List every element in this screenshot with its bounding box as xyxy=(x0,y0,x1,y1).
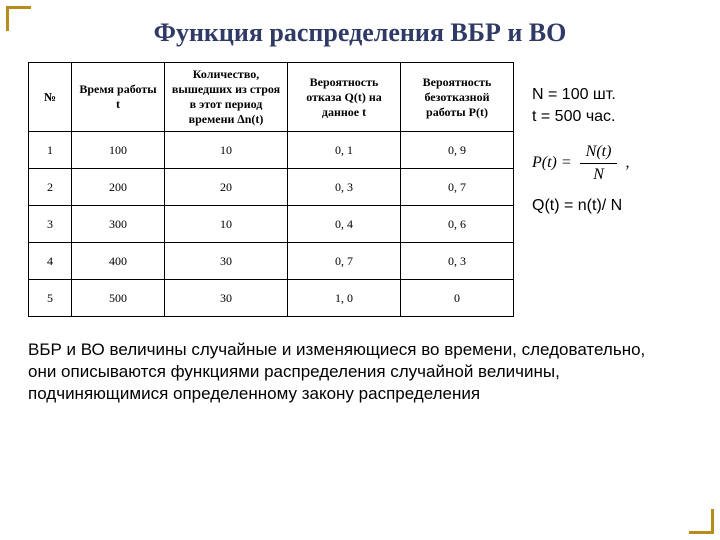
cell: 0, 3 xyxy=(401,243,514,280)
side-panel: N = 100 шт. t = 500 час. P(t) = N(t) N ,… xyxy=(532,62,629,217)
cell: 30 xyxy=(165,280,288,317)
slide-title: Функция распределения ВБР и ВО xyxy=(28,18,692,48)
distribution-table: № Время работы t Количество, вышедших из… xyxy=(28,62,514,317)
formula-pt-den: N xyxy=(580,164,618,186)
col-header-p: Вероятность безотказной работы P(t) xyxy=(401,63,514,132)
corner-decoration-br xyxy=(689,509,714,534)
cell: 400 xyxy=(72,243,165,280)
cell: 1, 0 xyxy=(288,280,401,317)
cell: 0, 1 xyxy=(288,132,401,169)
cell: 2 xyxy=(29,169,72,206)
table-row: 3 300 10 0, 4 0, 6 xyxy=(29,206,514,243)
cell: 0, 3 xyxy=(288,169,401,206)
cell: 100 xyxy=(72,132,165,169)
col-header-t: Время работы t xyxy=(72,63,165,132)
cell: 0 xyxy=(401,280,514,317)
cell: 500 xyxy=(72,280,165,317)
param-n: N = 100 шт. xyxy=(532,84,629,106)
data-table-wrap: № Время работы t Количество, вышедших из… xyxy=(28,62,514,317)
cell: 5 xyxy=(29,280,72,317)
formula-qt: Q(t) = n(t)/ N xyxy=(532,195,629,217)
col-header-q: Вероятность отказа Q(t) на данное t xyxy=(288,63,401,132)
cell: 0, 6 xyxy=(401,206,514,243)
formula-pt-num: N(t) xyxy=(580,141,618,164)
cell: 3 xyxy=(29,206,72,243)
footer-paragraph: ВБР и ВО величины случайные и изменяющие… xyxy=(28,339,668,405)
cell: 0, 4 xyxy=(288,206,401,243)
table-header-row: № Время работы t Количество, вышедших из… xyxy=(29,63,514,132)
cell: 20 xyxy=(165,169,288,206)
cell: 0, 7 xyxy=(288,243,401,280)
parameters: N = 100 шт. t = 500 час. xyxy=(532,84,629,127)
cell: 10 xyxy=(165,206,288,243)
formula-pt-fraction: N(t) N xyxy=(580,141,618,185)
formula-pt-lhs: P(t) = xyxy=(532,154,572,171)
cell: 1 xyxy=(29,132,72,169)
cell: 300 xyxy=(72,206,165,243)
corner-decoration-tl xyxy=(6,6,31,31)
table-row: 4 400 30 0, 7 0, 3 xyxy=(29,243,514,280)
param-t: t = 500 час. xyxy=(532,106,629,128)
formula-pt: P(t) = N(t) N , xyxy=(532,141,629,185)
table-row: 1 100 10 0, 1 0, 9 xyxy=(29,132,514,169)
cell: 0, 7 xyxy=(401,169,514,206)
cell: 4 xyxy=(29,243,72,280)
cell: 30 xyxy=(165,243,288,280)
cell: 0, 9 xyxy=(401,132,514,169)
col-header-n: № xyxy=(29,63,72,132)
cell: 200 xyxy=(72,169,165,206)
table-row: 5 500 30 1, 0 0 xyxy=(29,280,514,317)
formula-pt-tail: , xyxy=(625,154,629,171)
col-header-dn: Количество, вышедших из строя в этот пер… xyxy=(165,63,288,132)
table-row: 2 200 20 0, 3 0, 7 xyxy=(29,169,514,206)
content-row: № Время работы t Количество, вышедших из… xyxy=(28,62,692,317)
cell: 10 xyxy=(165,132,288,169)
